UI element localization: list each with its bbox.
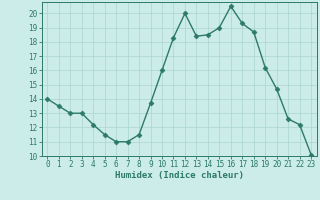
X-axis label: Humidex (Indice chaleur): Humidex (Indice chaleur) [115, 171, 244, 180]
